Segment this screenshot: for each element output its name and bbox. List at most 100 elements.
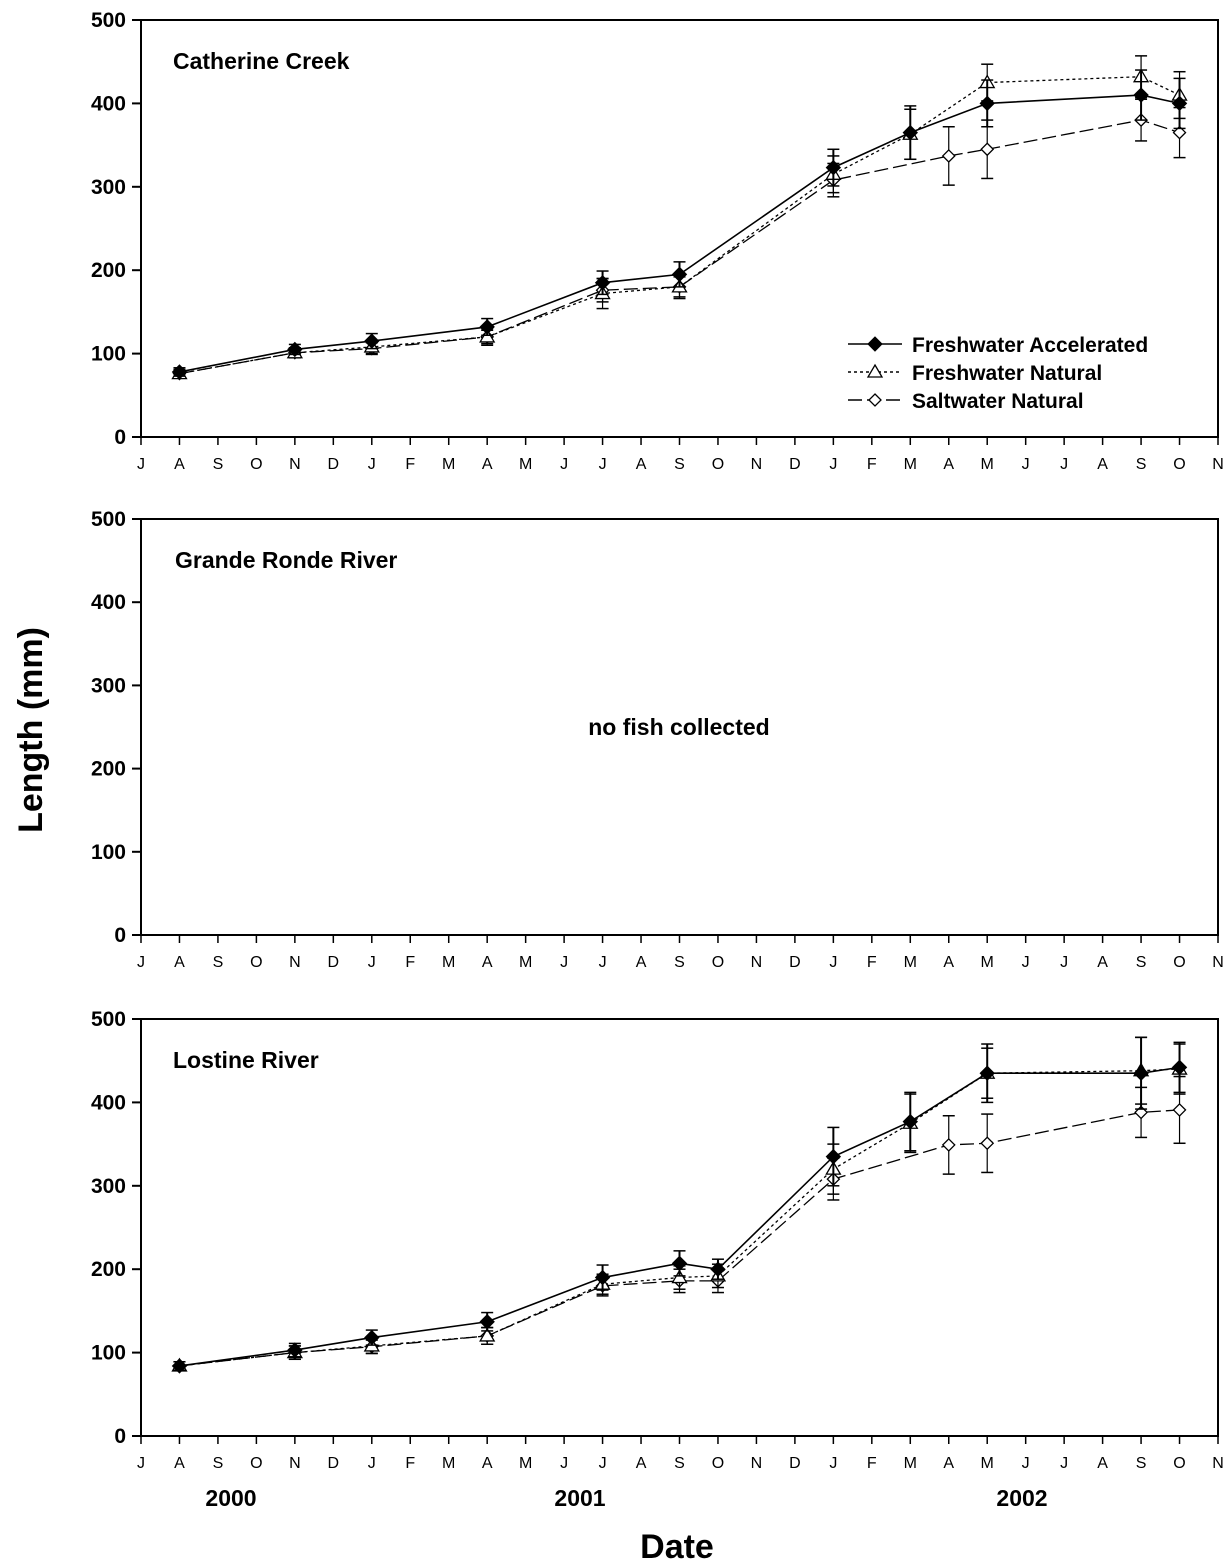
x-tick-label: J — [1060, 954, 1068, 971]
x-tick-label: M — [904, 456, 917, 473]
x-tick-label: N — [751, 456, 763, 473]
x-tick-label: D — [328, 1455, 340, 1472]
x-tick-label: F — [405, 1455, 415, 1472]
data-point — [171, 1358, 188, 1374]
x-tick-label: S — [1136, 1455, 1147, 1472]
x-tick-label: O — [1173, 954, 1185, 971]
x-tick-label: J — [599, 456, 607, 473]
x-tick-label: A — [943, 954, 954, 971]
panel-grande-ronde-river: 0 100 200 300 400 500 J A S O N D J F M A M J J A S O N D J F M A M J… — [91, 508, 1224, 971]
plot-frame — [140, 1018, 1219, 1437]
x-tick-label: M — [519, 456, 532, 473]
x-tick-label: A — [943, 1455, 954, 1472]
x-tick-label: J — [368, 954, 376, 971]
series-freshwater-natural — [171, 1036, 1188, 1372]
series-line — [179, 76, 1180, 375]
data-point — [1133, 1065, 1149, 1081]
legend-marker — [868, 393, 882, 407]
x-tick-label: S — [674, 456, 685, 473]
panel-title: Lostine River — [173, 1047, 319, 1073]
x-tick-label: A — [482, 954, 493, 971]
data-point — [902, 124, 918, 141]
x-tick-label: S — [213, 456, 224, 473]
x-tick-label: F — [867, 1455, 877, 1472]
y-tick-label: 200 — [91, 1258, 126, 1281]
year-label-2001: 2001 — [554, 1485, 605, 1511]
y-tick-label: 100 — [91, 841, 126, 864]
y-tick-label: 300 — [91, 674, 126, 697]
x-tick-label: O — [712, 456, 724, 473]
x-tick-label: N — [1212, 1455, 1224, 1472]
x-tick-label: D — [789, 954, 801, 971]
data-point — [902, 1113, 918, 1130]
y-tick-label: 400 — [91, 92, 126, 115]
legend-entry-freshwater-accelerated: Freshwater Accelerated — [912, 334, 1148, 357]
x-tick-label: J — [1022, 456, 1030, 473]
x-tick-label: A — [636, 954, 647, 971]
legend-entry-freshwater-natural: Freshwater Natural — [912, 362, 1102, 385]
x-axis-title: Date — [640, 1528, 714, 1564]
x-tick-label: J — [560, 1455, 568, 1472]
x-tick-label: J — [560, 456, 568, 473]
data-point — [825, 1148, 842, 1165]
series-freshwater-natural — [171, 55, 1188, 380]
y-tick-label: 500 — [91, 9, 126, 32]
legend: Freshwater Accelerated Freshwater Natura… — [848, 334, 1148, 413]
x-tick-label: N — [289, 456, 301, 473]
x-tick-label: A — [1097, 1455, 1108, 1472]
data-point — [941, 149, 956, 163]
x-tick-label: M — [981, 456, 994, 473]
data-point — [1172, 125, 1187, 140]
y-tick-label: 0 — [114, 924, 126, 947]
x-tick-label: N — [289, 1455, 301, 1472]
series-line — [179, 1068, 1180, 1367]
x-tick-label: M — [904, 1455, 917, 1472]
data-point — [594, 275, 611, 291]
y-tick-label: 200 — [91, 259, 126, 282]
data-point — [671, 1255, 688, 1272]
y-tick-label: 300 — [91, 176, 126, 199]
data-point — [1133, 87, 1149, 103]
y-tick-label: 400 — [91, 1091, 126, 1114]
x-tick-label: O — [1173, 456, 1185, 473]
x-tick-label: J — [829, 954, 837, 971]
x-tick-label: M — [981, 1455, 994, 1472]
x-tick-label: J — [829, 456, 837, 473]
x-tick-label: A — [943, 456, 954, 473]
x-tick-label: A — [482, 1455, 493, 1472]
panels-layer: 0 100 200 300 400 500 J A S O N D J F M A M J J A S O N D J F M A M J… — [91, 9, 1224, 1472]
year-label-2000: 2000 — [205, 1485, 256, 1511]
data-point — [710, 1261, 726, 1277]
data-point — [287, 341, 303, 358]
x-tick-label: J — [368, 1455, 376, 1472]
x-tick-label: F — [867, 954, 877, 971]
series-line — [179, 1066, 1180, 1367]
x-tick-label: J — [137, 1455, 145, 1472]
x-tick-label: D — [328, 954, 340, 971]
panel-note: no fish collected — [588, 714, 769, 740]
x-tick-label: A — [174, 456, 185, 473]
x-tick-label: O — [250, 954, 262, 971]
series-line — [179, 1109, 1180, 1367]
data-point — [287, 1342, 303, 1358]
x-tick-label: J — [137, 456, 145, 473]
data-point — [980, 1136, 995, 1151]
data-point — [1171, 1059, 1188, 1076]
x-tick-label: O — [250, 1455, 262, 1472]
x-tick-label: A — [636, 1455, 647, 1472]
data-point — [479, 319, 495, 335]
x-tick-label: M — [519, 1455, 532, 1472]
x-tick-label: A — [636, 456, 647, 473]
x-tick-label: J — [560, 954, 568, 971]
y-tick-label: 300 — [91, 1175, 126, 1198]
series-line — [179, 94, 1180, 373]
x-tick-label: S — [213, 954, 224, 971]
x-tick-label: S — [674, 954, 685, 971]
series-freshwater-accelerated — [171, 1036, 1188, 1374]
x-tick-label: J — [599, 1455, 607, 1472]
x-tick-label: J — [1022, 1455, 1030, 1472]
series-freshwater-accelerated — [171, 69, 1188, 380]
y-tick-label: 500 — [91, 1008, 126, 1031]
x-tick-label: M — [904, 954, 917, 971]
